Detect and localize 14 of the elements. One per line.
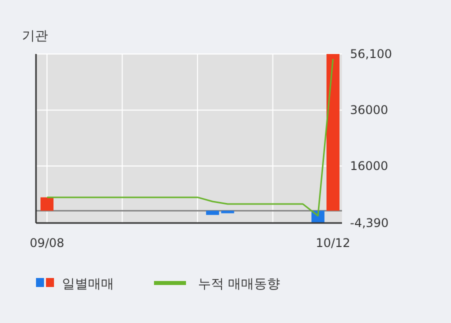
y-tick-label: -4,390 [350, 216, 389, 230]
y-tick-label: 36000 [350, 103, 388, 118]
bar [326, 54, 340, 211]
bar [206, 210, 220, 215]
y-tick-label: 56,100 [350, 47, 392, 61]
x-tick-label: 10/12 [316, 236, 350, 250]
line-series [46, 58, 334, 217]
x-tick-label: 09/08 [30, 236, 64, 250]
bar [40, 197, 54, 211]
legend-label: 일별매매 [62, 277, 114, 292]
legend-label: 누적 매매동향 [198, 277, 280, 292]
y-tick-label: 16000 [350, 159, 388, 174]
chart-title: 기관 [22, 29, 48, 44]
bar [221, 210, 234, 214]
